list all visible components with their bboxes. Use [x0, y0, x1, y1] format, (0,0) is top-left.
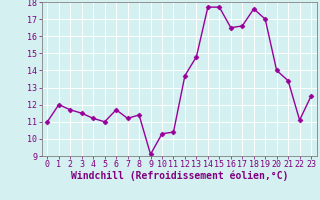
X-axis label: Windchill (Refroidissement éolien,°C): Windchill (Refroidissement éolien,°C) — [70, 171, 288, 181]
